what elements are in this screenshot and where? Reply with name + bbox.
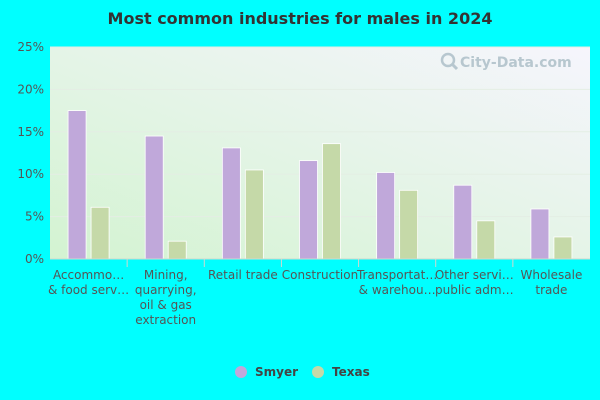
legend-swatch-texas [312, 366, 324, 378]
bar-smyer-3[interactable] [299, 160, 318, 260]
x-tick-label-line: public adm… [435, 283, 514, 297]
x-tick-label-line: Transportat… [356, 268, 437, 282]
x-tick-label-line: oil & gas [140, 298, 192, 312]
y-tick-label: 0% [25, 252, 44, 266]
bar-smyer-6[interactable] [530, 208, 550, 260]
legend-label-smyer: Smyer [255, 365, 298, 379]
chart-title: Most common industries for males in 2024 [108, 9, 493, 28]
y-tick-label: 20% [17, 82, 44, 96]
bar-texas-1[interactable] [167, 240, 187, 260]
x-tick-label-line: Wholesale [520, 268, 582, 282]
watermark-text: City-Data.com [460, 55, 572, 71]
x-tick-label: Transportat… & warehou… [356, 268, 437, 297]
x-tick-label: Construction [282, 268, 358, 282]
x-tick-label-line: extraction [135, 313, 196, 327]
bar-smyer-1[interactable] [144, 135, 164, 260]
bar-smyer-4[interactable] [376, 172, 396, 260]
x-tick-label: Accommo… & food serv… [48, 268, 129, 297]
x-tick-label: Retail trade [208, 268, 278, 282]
bar-smyer-5[interactable] [453, 184, 473, 260]
y-tick-label: 25% [17, 40, 44, 54]
x-tick-label-line: Construction [282, 268, 358, 282]
bar-texas-4[interactable] [399, 189, 419, 260]
bar-smyer-2[interactable] [221, 147, 241, 260]
bar-texas-6[interactable] [553, 236, 573, 260]
x-tick-label-line: Mining, [144, 268, 188, 282]
y-tick-label: 15% [17, 125, 44, 139]
y-tick-label: 10% [17, 167, 44, 181]
x-tick-label-line: trade [535, 283, 567, 297]
x-tick-label-line: Retail trade [208, 268, 278, 282]
x-tick-label-line: & warehou… [359, 283, 436, 297]
legend-label-texas: Texas [332, 365, 370, 379]
legend-swatch-smyer [235, 366, 247, 378]
bar-texas-2[interactable] [244, 169, 264, 260]
x-tick-label-line: Accommo… [53, 268, 124, 282]
x-tick-label: Mining, quarrying, oil & gas extraction [135, 268, 197, 327]
watermark: City-Data.com [440, 52, 572, 71]
plot-area [50, 47, 590, 259]
bar-texas-3[interactable] [322, 143, 341, 260]
bar-texas-5[interactable] [476, 220, 496, 260]
x-tick-label-line: & food serv… [48, 283, 129, 297]
bar-texas-0[interactable] [90, 206, 110, 260]
magnifier-icon [440, 52, 459, 71]
y-tick-label: 5% [25, 210, 44, 224]
bar-smyer-0[interactable] [67, 110, 87, 260]
x-tick-label: Wholesale trade [520, 268, 582, 297]
x-tick-label-line: quarrying, [135, 283, 197, 297]
x-tick-label-line: Other servi… [435, 268, 514, 282]
x-tick-label: Other servi… public adm… [435, 268, 514, 297]
